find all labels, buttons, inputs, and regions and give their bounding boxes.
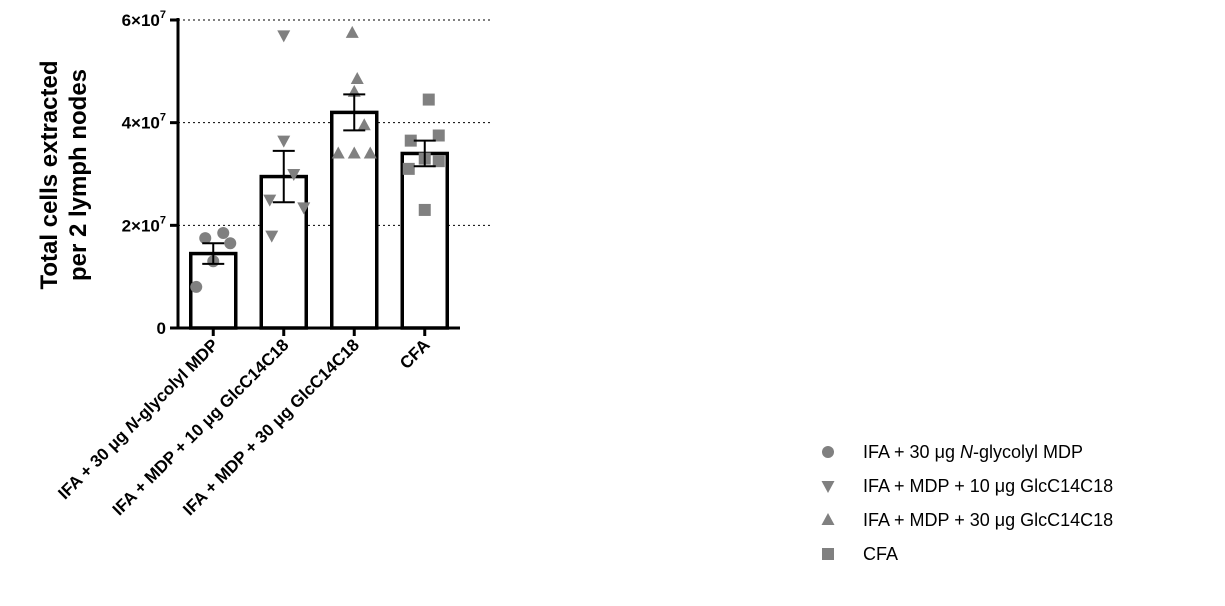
legend-label-2: IFA + MDP + 10 μg GlcC14C18 <box>863 476 1113 496</box>
data-point-4-6 <box>402 162 415 175</box>
x-tick-label-part: IFA + 30 <box>54 441 116 503</box>
axes <box>170 18 460 336</box>
y-tick-label-exponent: 7 <box>160 112 166 124</box>
legend-label-part: N <box>960 442 974 462</box>
legend-label-part: g <box>945 442 960 462</box>
legend-marker-1 <box>822 446 834 458</box>
data-point-2-4 <box>263 194 277 207</box>
data-point-4-7 <box>418 203 431 216</box>
y-tick-label-base: 0 <box>157 319 166 338</box>
data-point-2-2 <box>277 135 291 148</box>
data-point-1-5 <box>217 227 230 240</box>
legend-label-part: IFA + MDP + 10 <box>863 476 995 496</box>
y-tick-label: 2×107 <box>122 214 166 235</box>
legend-marker-3 <box>821 513 835 525</box>
legend-label-part: CFA <box>863 544 898 564</box>
legend-label-part: IFA + 30 <box>863 442 935 462</box>
bar-3 <box>330 110 379 330</box>
data-point-2-5 <box>297 202 311 215</box>
data-point-3-1 <box>345 25 359 38</box>
data-point-1-3 <box>224 237 237 250</box>
legend-label-part: μ <box>995 476 1005 496</box>
y-axis-label-line-1: Total cells extracted <box>36 61 63 290</box>
data-point-1-4 <box>199 232 212 245</box>
legend-label-part: g GlcC14C18 <box>1005 476 1113 496</box>
y-tick-label-exponent: 7 <box>160 214 166 226</box>
data-point-1-1 <box>190 280 203 293</box>
data-point-3-5 <box>331 146 345 159</box>
y-tick-label: 6×107 <box>122 9 166 30</box>
y-tick-label: 4×107 <box>122 112 166 133</box>
legend-marker-2 <box>821 481 835 493</box>
legend-label-part: μ <box>995 510 1005 530</box>
y-axis-label: Total cells extracted per 2 lymph nodes <box>36 61 92 290</box>
y-tick-label: 0 <box>157 319 166 338</box>
error-bars <box>202 93 436 265</box>
legend-marker-4 <box>822 548 834 560</box>
y-tick-label-base: 4×10 <box>122 114 160 133</box>
data-point-3-4 <box>357 118 371 131</box>
data-point-4-2 <box>432 129 445 142</box>
bar-4 <box>400 151 449 330</box>
legend-label-part: -glycolyl MDP <box>973 442 1083 462</box>
data-point-4-5 <box>432 155 445 168</box>
legend-label-1: IFA + 30 μg N-glycolyl MDP <box>863 442 1083 462</box>
x-tick-label-part: CFA <box>396 335 433 372</box>
y-tick-label-exponent: 7 <box>160 9 166 21</box>
legend-label-part: g GlcC14C18 <box>1005 510 1113 530</box>
legend-label-part: μ <box>935 442 945 462</box>
data-point-2-6 <box>265 230 279 243</box>
legend-label-4: CFA <box>863 544 898 564</box>
legend-label-3: IFA + MDP + 30 μg GlcC14C18 <box>863 510 1113 530</box>
y-tick-label-base: 2×10 <box>122 216 160 235</box>
legend-label-part: IFA + MDP + 30 <box>863 510 995 530</box>
data-point-3-6 <box>363 146 377 159</box>
data-point-4-1 <box>422 93 435 106</box>
data-point-2-3 <box>287 169 301 181</box>
y-axis-label-line-2: per 2 lymph nodes <box>65 69 92 281</box>
y-tick-label-base: 6×10 <box>122 11 160 30</box>
data-point-3-2 <box>350 72 364 85</box>
data-point-3-7 <box>347 146 361 159</box>
data-point-2-1 <box>277 30 291 43</box>
x-tick-label-4: CFA <box>396 335 433 372</box>
data-point-4-3 <box>404 134 417 147</box>
